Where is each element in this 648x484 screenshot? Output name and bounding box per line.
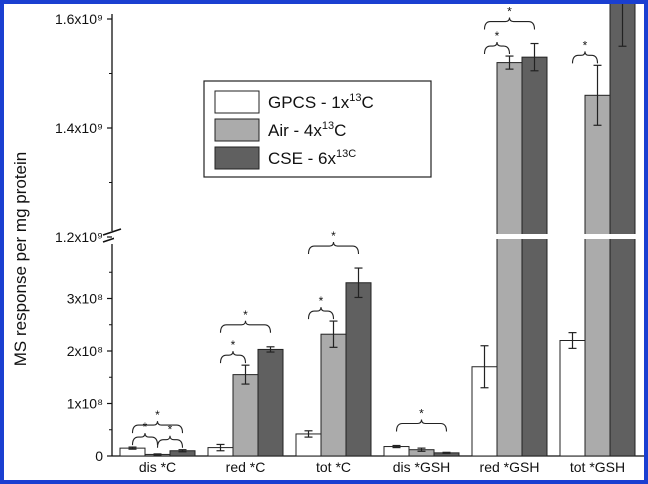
x-tick-label: tot *GSH <box>570 459 625 475</box>
legend-swatch <box>214 146 260 170</box>
bar <box>257 348 284 457</box>
significance-star: * <box>331 229 336 243</box>
y-tick-label: 3x10⁸ <box>67 291 103 307</box>
significance-bracket <box>483 42 511 55</box>
bar <box>584 94 611 457</box>
significance-star: * <box>419 407 424 421</box>
bar <box>559 340 586 457</box>
legend-label: GPCS - 1x13C <box>268 92 374 112</box>
significance-star: * <box>168 423 173 437</box>
significance-bracket <box>156 435 184 448</box>
y-tick-label: 1.2x10⁹ <box>55 229 103 245</box>
bar <box>609 4 636 457</box>
significance-bracket <box>219 351 247 364</box>
y-tick-label: 1.6x10⁹ <box>55 11 103 27</box>
x-tick-label: red *GSH <box>480 459 540 475</box>
significance-star: * <box>583 38 588 52</box>
x-tick-label: dis *GSH <box>393 459 451 475</box>
significance-star: * <box>319 294 324 308</box>
significance-star: * <box>155 408 160 422</box>
significance-bracket <box>307 307 335 320</box>
y-tick-label: 2x10⁸ <box>67 343 103 359</box>
significance-bracket <box>571 51 599 64</box>
significance-star: * <box>507 5 512 19</box>
bar <box>521 56 548 457</box>
bar <box>345 282 372 457</box>
significance-bracket <box>395 419 448 432</box>
bar <box>320 333 347 457</box>
x-tick-label: red *C <box>226 459 266 475</box>
significance-bracket <box>131 433 159 446</box>
bar-chart: 01x10⁸2x10⁸3x10⁸1.2x10⁹1.4x10⁹1.6x10⁹1.8… <box>11 4 644 475</box>
significance-star: * <box>231 338 236 352</box>
x-tick-label: dis *C <box>139 459 176 475</box>
bar <box>496 62 523 457</box>
y-axis-label: MS response per mg protein <box>11 152 30 367</box>
y-tick-label: 0 <box>95 448 103 464</box>
significance-bracket <box>483 17 536 30</box>
legend-label: Air - 4x13C <box>268 120 346 140</box>
significance-star: * <box>495 29 500 43</box>
bar <box>232 374 259 457</box>
significance-star: * <box>243 308 248 322</box>
y-tick-label: 1.4x10⁹ <box>55 120 103 136</box>
significance-star: * <box>143 420 148 434</box>
significance-bracket <box>131 421 184 434</box>
legend-swatch <box>214 90 260 114</box>
significance-bracket <box>307 242 360 255</box>
x-tick-label: tot *C <box>316 459 351 475</box>
axis-break-band <box>114 234 644 239</box>
legend-swatch <box>214 118 260 142</box>
y-tick-label: 1x10⁸ <box>67 396 103 412</box>
legend-label: CSE - 6x13C <box>268 148 356 168</box>
axis-break-mark <box>102 228 122 236</box>
significance-bracket <box>219 320 272 333</box>
